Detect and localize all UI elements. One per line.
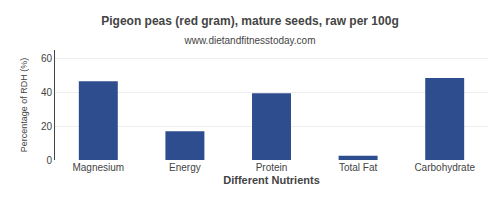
svg-text:Total Fat: Total Fat [339,162,378,173]
svg-text:0: 0 [46,155,52,166]
svg-text:Pigeon peas (red gram), mature: Pigeon peas (red gram), mature seeds, ra… [101,14,398,28]
svg-text:40: 40 [41,87,53,98]
svg-text:20: 20 [41,121,53,132]
svg-text:Percentage of RDH (%): Percentage of RDH (%) [19,58,29,153]
svg-text:Different Nutrients: Different Nutrients [223,174,320,186]
svg-text:www.dietandfitnesstoday.com: www.dietandfitnesstoday.com [184,35,316,46]
svg-text:Energy: Energy [169,162,201,173]
svg-text:Magnesium: Magnesium [72,162,124,173]
svg-text:60: 60 [41,53,53,64]
svg-text:Protein: Protein [256,162,288,173]
svg-text:Carbohydrate: Carbohydrate [414,162,475,173]
